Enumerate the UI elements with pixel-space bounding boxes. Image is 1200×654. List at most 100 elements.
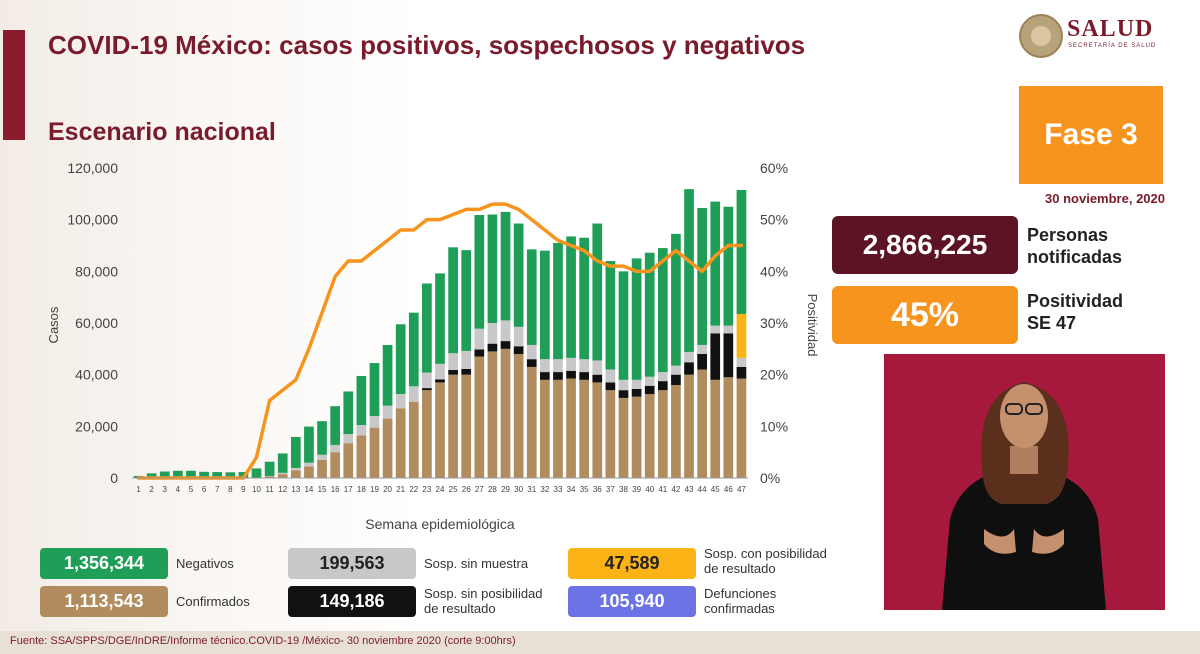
bar-week-35-series-1 xyxy=(579,372,590,380)
bar-week-35-series-2 xyxy=(579,359,590,373)
x-tick-label: 17 xyxy=(344,485,353,494)
x-tick-label: 7 xyxy=(215,485,220,494)
bar-week-46-series-2 xyxy=(723,325,734,334)
y2-tick-label: 10% xyxy=(760,418,788,434)
bar-week-29-series-4 xyxy=(500,211,511,321)
bar-week-43-series-0 xyxy=(684,374,694,478)
legend-sin-posibilidad-value: 149,186 xyxy=(288,586,416,617)
x-tick-label: 36 xyxy=(593,485,602,494)
x-tick-label: 15 xyxy=(318,485,327,494)
x-axis-ticks: 1 2 3 4 5 6 7 8 9 10 11 12 13 14 15 16 17 18 19 20 21 22 23 24 2… xyxy=(132,477,748,494)
bar-week-8-series-4 xyxy=(225,472,236,478)
bar-week-29-series-0 xyxy=(500,348,511,478)
bar-week-42-series-0 xyxy=(671,385,681,478)
legend-sin-muestra-value: 199,563 xyxy=(288,548,416,579)
y2-tick-label: 50% xyxy=(760,212,788,228)
bar-week-31-series-0 xyxy=(526,366,537,478)
salud-logo: SALUD SECRETARÍA DE SALUD xyxy=(1015,12,1175,58)
bar-week-23-series-0 xyxy=(422,390,432,478)
y-tick-label: 0 xyxy=(110,470,118,486)
x-tick-label: 28 xyxy=(488,485,497,494)
bar-week-24-series-1 xyxy=(435,379,445,383)
x-tick-label: 27 xyxy=(475,485,484,494)
x-tick-label: 3 xyxy=(163,485,168,494)
x-tick-label: 34 xyxy=(567,485,576,494)
notified-label: Personas notificadas xyxy=(1027,225,1123,267)
bar-week-30-series-4 xyxy=(513,223,524,327)
bar-week-10-series-4 xyxy=(251,468,262,478)
bars-group xyxy=(133,189,747,479)
bar-week-31-series-4 xyxy=(526,249,537,345)
bar-week-44-series-0 xyxy=(697,369,707,478)
bar-week-30-series-1 xyxy=(513,346,524,354)
bar-week-26-series-0 xyxy=(461,374,472,478)
y2-tick-label: 30% xyxy=(760,315,788,331)
y2-axis-label: Positividad xyxy=(805,294,820,357)
bar-week-11-series-4 xyxy=(264,461,275,476)
bar-week-6-series-4 xyxy=(199,471,209,478)
x-tick-label: 9 xyxy=(241,485,246,494)
bar-week-44-series-2 xyxy=(697,344,707,354)
bar-week-42-series-1 xyxy=(671,374,681,385)
bar-week-43-series-4 xyxy=(684,189,694,352)
bar-week-21-series-0 xyxy=(395,408,406,478)
x-tick-label: 40 xyxy=(645,485,654,494)
bar-week-25-series-2 xyxy=(448,353,458,371)
x-tick-label: 35 xyxy=(580,485,589,494)
y-axis-ticks: 0 20,000 40,000 60,000 80,000 100,000 120,000 xyxy=(67,160,118,486)
bar-week-38-series-0 xyxy=(618,397,629,478)
bar-week-19-series-4 xyxy=(369,363,380,416)
bar-week-19-series-0 xyxy=(369,427,380,479)
bar-week-44-series-1 xyxy=(697,354,707,370)
logo-sub: SECRETARÍA DE SALUD xyxy=(1068,43,1157,49)
x-tick-label: 11 xyxy=(265,485,274,494)
x-tick-label: 12 xyxy=(278,485,287,494)
x-tick-label: 14 xyxy=(304,485,313,494)
legend-con-posibilidad-value: 47,589 xyxy=(568,548,696,579)
bar-week-27-series-2 xyxy=(474,328,485,350)
x-tick-label: 6 xyxy=(202,485,207,494)
bar-week-46-series-0 xyxy=(723,377,734,478)
sign-language-interpreter-video xyxy=(884,354,1165,610)
x-tick-label: 21 xyxy=(396,485,405,494)
legend-defunciones-label: Defunciones confirmadas xyxy=(704,586,777,616)
bar-week-24-series-4 xyxy=(435,273,445,364)
x-tick-label: 16 xyxy=(331,485,340,494)
y2-tick-label: 20% xyxy=(760,367,788,383)
bar-week-27-series-1 xyxy=(474,349,485,357)
bar-week-3-series-4 xyxy=(159,471,170,478)
bar-week-29-series-2 xyxy=(500,320,511,342)
x-tick-label: 23 xyxy=(422,485,431,494)
bar-week-41-series-4 xyxy=(657,248,668,373)
bar-week-27-series-0 xyxy=(474,356,485,478)
bar-week-40-series-4 xyxy=(644,252,655,377)
bar-week-20-series-0 xyxy=(382,418,393,478)
bar-week-36-series-4 xyxy=(592,223,603,361)
bar-week-24-series-0 xyxy=(435,382,445,478)
bar-week-39-series-2 xyxy=(631,379,642,389)
bar-week-42-series-2 xyxy=(671,365,681,375)
bar-week-14-series-4 xyxy=(304,426,314,463)
bar-week-35-series-4 xyxy=(579,237,590,360)
bar-week-41-series-1 xyxy=(657,381,668,391)
bar-week-23-series-4 xyxy=(422,283,432,373)
bar-week-11-series-2 xyxy=(264,475,275,477)
bar-week-26-series-2 xyxy=(461,350,472,369)
bar-week-47-series-4 xyxy=(736,189,747,314)
bar-week-7-series-4 xyxy=(212,472,223,478)
bar-week-29-series-1 xyxy=(500,341,511,349)
bar-week-37-series-1 xyxy=(605,382,616,391)
bar-week-4-series-4 xyxy=(173,470,183,478)
x-tick-label: 33 xyxy=(554,485,563,494)
x-tick-label: 32 xyxy=(540,485,549,494)
bar-week-40-series-2 xyxy=(644,376,655,386)
bar-week-22-series-4 xyxy=(408,312,419,387)
y-tick-label: 120,000 xyxy=(67,160,118,176)
x-tick-label: 19 xyxy=(370,485,379,494)
bar-week-41-series-0 xyxy=(657,390,668,478)
bar-week-23-series-1 xyxy=(422,388,432,391)
bar-week-25-series-1 xyxy=(448,370,458,375)
bar-week-34-series-2 xyxy=(566,357,576,371)
bar-week-42-series-4 xyxy=(671,233,681,366)
bar-week-15-series-2 xyxy=(317,454,327,460)
